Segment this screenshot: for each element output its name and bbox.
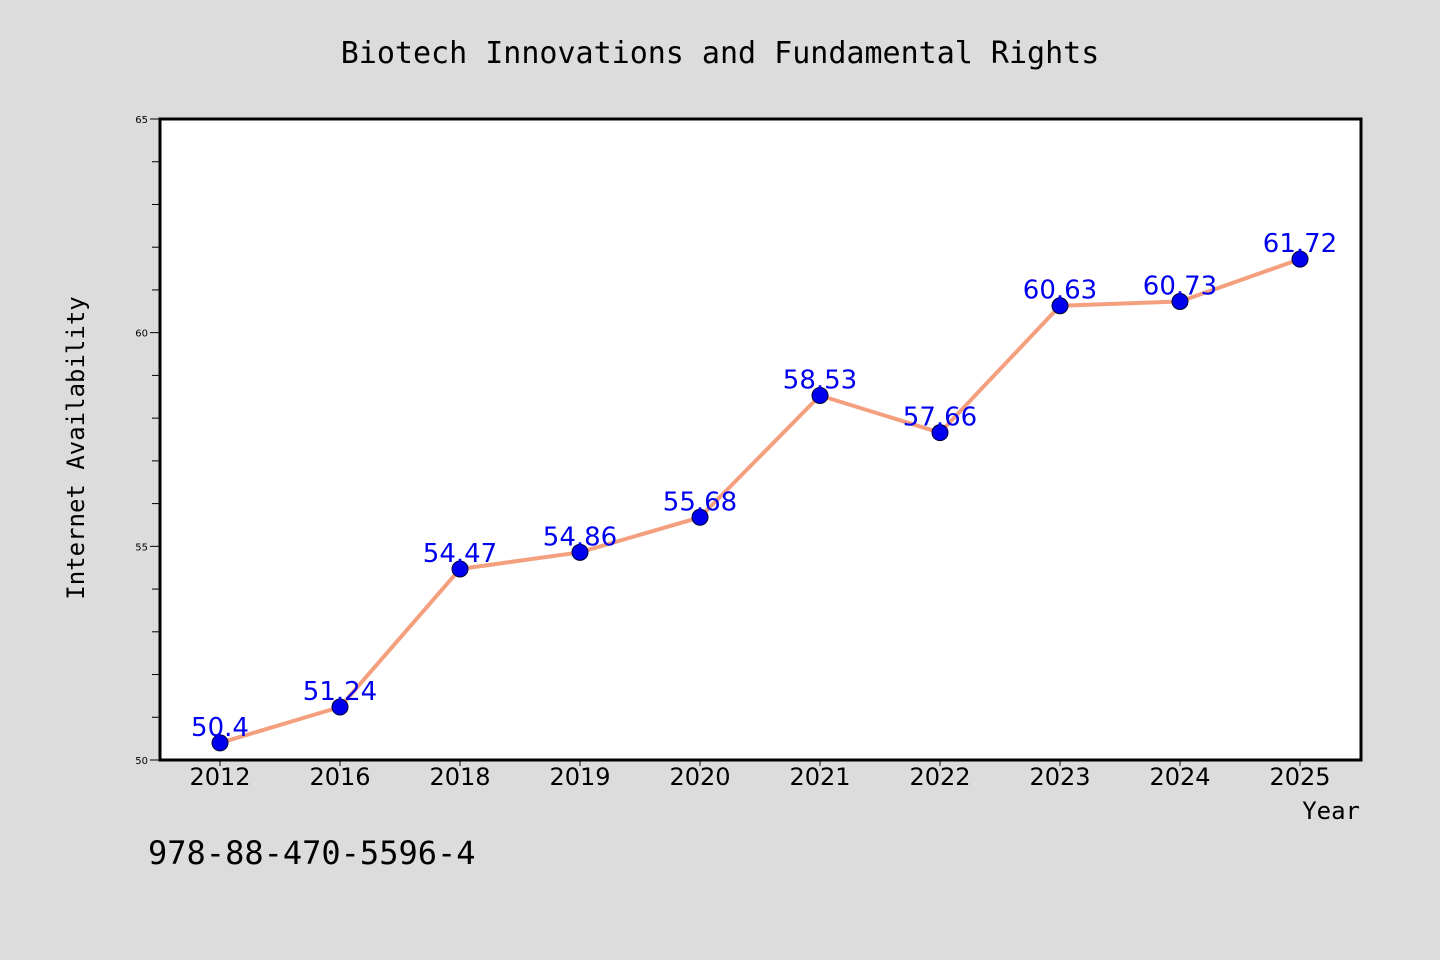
- data-point: [571, 543, 589, 561]
- chart-title: Biotech Innovations and Fundamental Righ…: [341, 36, 1100, 71]
- x-axis: 2012 2016 2018 2019 2020 2021 2022 2023 2024 2025: [189, 760, 1331, 791]
- x-tick-label: 2025: [1269, 763, 1330, 791]
- x-tick-label: 2022: [909, 763, 970, 791]
- series-line: [218, 257, 1302, 745]
- data-point: [931, 424, 949, 442]
- data-label: 50.4: [191, 713, 249, 743]
- data-point: [691, 508, 709, 526]
- data-point: [211, 734, 229, 752]
- data-label: 57.66: [903, 403, 977, 433]
- y-tick-label: 50: [135, 756, 148, 767]
- data-point: [451, 560, 469, 578]
- x-tick-label: 2020: [669, 763, 730, 791]
- data-point: [1051, 297, 1069, 315]
- x-tick-label: 2024: [1149, 763, 1210, 791]
- x-axis-label: Year: [1302, 797, 1360, 825]
- data-label: 60.63: [1023, 276, 1097, 306]
- x-tick-label: 2019: [549, 763, 610, 791]
- data-label: 54.47: [423, 539, 497, 569]
- y-tick-label: 65: [135, 115, 148, 126]
- data-label: 54.86: [543, 522, 617, 552]
- plot-area: [158, 117, 1363, 762]
- data-point: [811, 386, 829, 404]
- x-tick-label: 2018: [429, 763, 490, 791]
- x-tick-label: 2023: [1029, 763, 1090, 791]
- data-labels: 50.4 51.24 54.47 54.86 55.68 58.53 57.66 60.63 6…: [191, 229, 1337, 743]
- data-label: 60.73: [1143, 271, 1217, 301]
- y-axis: 50 55 60 65: [135, 115, 160, 767]
- data-label: 61.72: [1263, 229, 1337, 259]
- y-tick-label: 60: [135, 329, 148, 340]
- data-point: [331, 698, 349, 716]
- data-label: 51.24: [303, 677, 377, 707]
- x-tick-label: 2012: [189, 763, 250, 791]
- data-label: 55.68: [663, 487, 737, 517]
- y-tick-label: 55: [135, 542, 148, 553]
- data-point: [1291, 250, 1309, 268]
- data-label: 58.53: [783, 365, 857, 395]
- x-tick-label: 2021: [789, 763, 850, 791]
- series: [211, 250, 1309, 752]
- x-tick-label: 2016: [309, 763, 370, 791]
- footer-code: 978-88-470-5596-4: [148, 834, 476, 872]
- y-axis-label: Internet Availability: [62, 296, 90, 599]
- data-point: [1171, 292, 1189, 310]
